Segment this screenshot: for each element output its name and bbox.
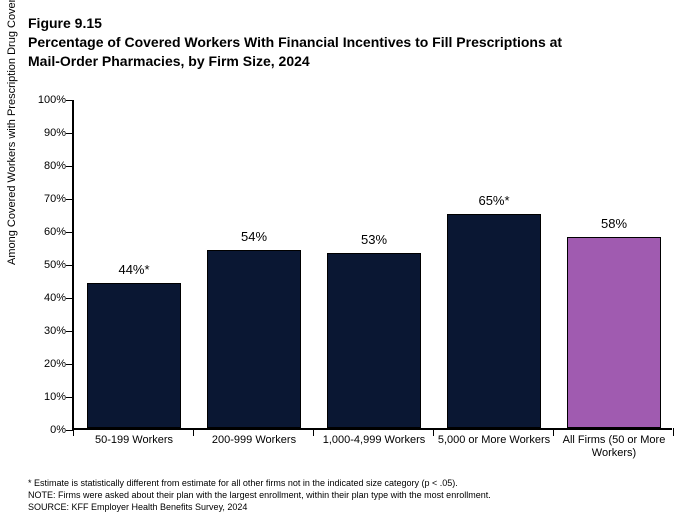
y-tick — [66, 100, 74, 101]
bar-value-label: 65%* — [478, 193, 509, 208]
bar — [567, 237, 661, 428]
y-tick-label: 60% — [26, 226, 66, 238]
figure-title-line2: Mail-Order Pharmacies, by Firm Size, 202… — [28, 52, 668, 71]
title-block: Figure 9.15 Percentage of Covered Worker… — [28, 14, 668, 71]
y-tick-label: 40% — [26, 292, 66, 304]
y-tick — [66, 232, 74, 233]
y-tick — [66, 133, 74, 134]
y-axis-label: Among Covered Workers with Prescription … — [6, 0, 18, 265]
y-tick — [66, 199, 74, 200]
category-label: 200-999 Workers — [194, 434, 314, 447]
y-tick — [66, 331, 74, 332]
bar-value-label: 54% — [241, 229, 267, 244]
y-tick-label: 100% — [26, 94, 66, 106]
category-label: 5,000 or More Workers — [434, 434, 554, 447]
footnotes: * Estimate is statistically different fr… — [28, 477, 668, 513]
bar — [447, 214, 541, 429]
y-tick-label: 10% — [26, 391, 66, 403]
bar-value-label: 53% — [361, 232, 387, 247]
y-tick-label: 30% — [26, 325, 66, 337]
category-label: 1,000-4,999 Workers — [314, 434, 434, 447]
category-label: All Firms (50 or More Workers) — [554, 434, 674, 460]
bar — [87, 283, 181, 428]
bar — [207, 250, 301, 428]
figure-number: Figure 9.15 — [28, 14, 668, 33]
footnote-asterisk: * Estimate is statistically different fr… — [28, 477, 668, 489]
y-tick-label: 90% — [26, 127, 66, 139]
y-tick — [66, 265, 74, 266]
y-tick — [66, 397, 74, 398]
figure-title-line1: Percentage of Covered Workers With Finan… — [28, 33, 668, 52]
y-tick-label: 70% — [26, 193, 66, 205]
y-tick — [66, 298, 74, 299]
y-tick-label: 50% — [26, 259, 66, 271]
bar-value-label: 58% — [601, 216, 627, 231]
y-tick-label: 80% — [26, 160, 66, 172]
figure-container: Figure 9.15 Percentage of Covered Worker… — [0, 0, 698, 525]
category-label: 50-199 Workers — [74, 434, 194, 447]
y-tick-label: 20% — [26, 358, 66, 370]
plot-area: 0%10%20%30%40%50%60%70%80%90%100%44%*50-… — [72, 100, 672, 430]
bar — [327, 253, 421, 428]
y-tick-label: 0% — [26, 424, 66, 436]
y-tick — [66, 166, 74, 167]
footnote-note: NOTE: Firms were asked about their plan … — [28, 489, 668, 501]
y-tick — [66, 364, 74, 365]
footnote-source: SOURCE: KFF Employer Health Benefits Sur… — [28, 501, 668, 513]
bar-value-label: 44%* — [118, 262, 149, 277]
